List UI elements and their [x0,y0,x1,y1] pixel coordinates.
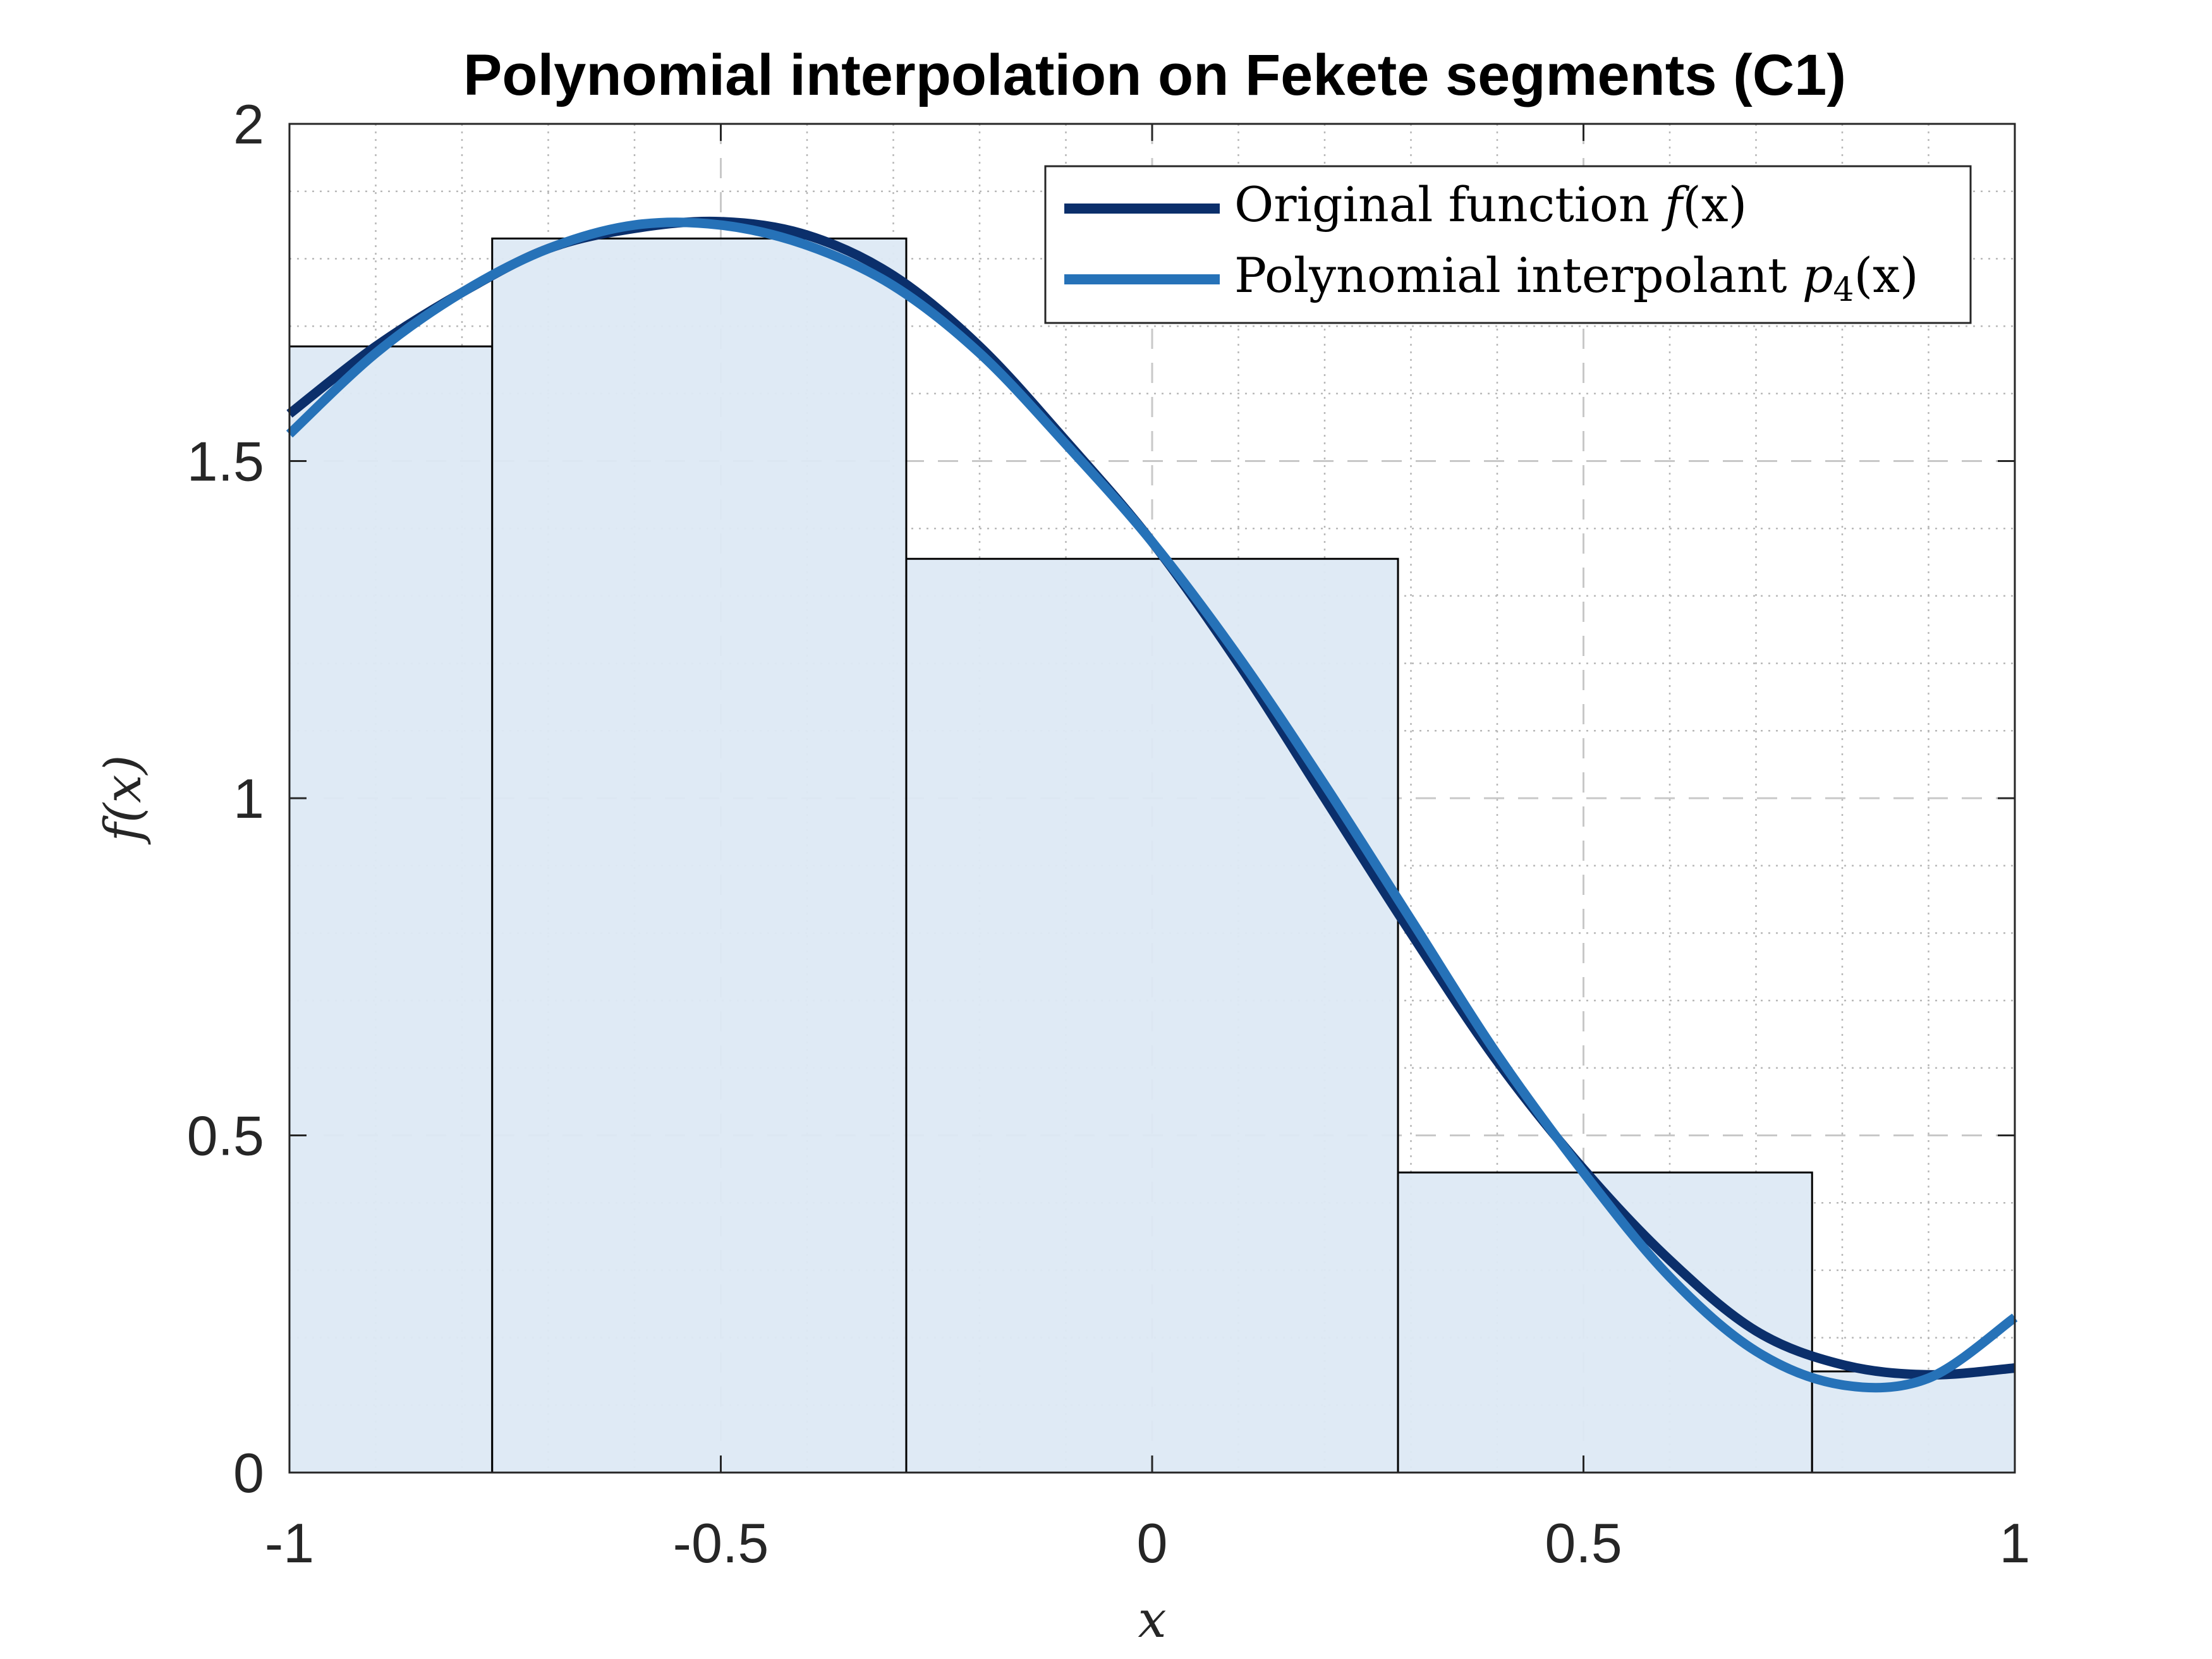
y-tick-label: 0 [233,1442,264,1504]
legend-label-interpolant-arg: (x) [1854,247,1918,303]
bar-segment-1 [288,345,494,1474]
x-tick-label: 0 [1137,1512,1168,1574]
y-tick-labels: 0 0.5 1 1.5 2 [187,93,264,1504]
chart-title: Polynomial interpolation on Fekete segme… [463,43,1846,107]
legend-box [1044,165,1972,324]
x-tick-labels: -1 -0.5 0 0.5 1 [265,1512,2031,1574]
legend: Original function f(x) Polynomial interp… [1044,165,1972,324]
axis-ticks [288,123,2016,1474]
legend-label-original-text: Original function [1234,176,1665,233]
y-tick-label: 2 [233,93,264,155]
y-axis-label: f(x) [94,755,152,844]
bar-segment-3 [905,557,1399,1474]
x-axis-label: x [1138,1590,1166,1649]
histogram-bars [288,237,2016,1474]
x-tick-label: -0.5 [673,1512,769,1574]
bar-segment-2 [491,237,908,1474]
y-tick-label: 0.5 [187,1105,264,1167]
legend-label-interpolant-text: Polynomial interpolant [1234,247,1802,303]
y-tick-label: 1.5 [187,430,264,493]
x-tick-label: 1 [2000,1512,2031,1574]
legend-label-interpolant-sub: 4 [1833,271,1854,309]
legend-label-original-arg: (x) [1682,176,1747,233]
legend-label-interpolant-math: p [1802,247,1833,303]
legend-label-original: Original function f(x) [1234,176,1747,233]
series-line-2 [286,217,2018,1393]
series-lines [286,216,2018,1393]
legend-label-interpolant: Polynomial interpolant p4(x) [1234,247,1919,309]
x-tick-label: 0.5 [1545,1512,1622,1574]
x-tick-label: -1 [265,1512,314,1574]
y-tick-label: 1 [233,767,264,830]
